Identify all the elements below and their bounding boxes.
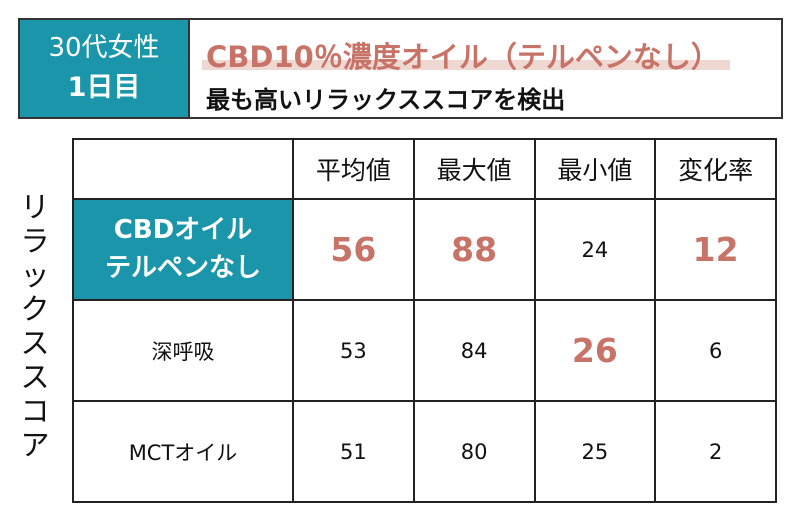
table-row: CBDオイル テルペンなし 56 88 24 12 — [72, 198, 777, 301]
value-cell: 88 — [412, 198, 536, 301]
value-cell: 80 — [412, 400, 536, 503]
page-subtitle: 最も高いリラックススコアを検出 — [206, 86, 566, 114]
row-name-line: テルペンなし — [104, 252, 261, 283]
table-row: 深呼吸 53 84 26 6 — [72, 299, 777, 402]
score-table: 平均値 最大値 最小値 変化率 CBDオイル テルペンなし 56 88 24 1… — [72, 138, 777, 503]
side-label-char: ク — [20, 292, 50, 326]
header-cell-change-rate: 変化率 — [654, 138, 777, 200]
side-label-char: ス — [20, 326, 50, 360]
value-cell: 26 — [533, 299, 657, 402]
subject-label: 30代女性 — [48, 32, 160, 63]
header-cell-average: 平均値 — [292, 138, 415, 200]
value-cell: 25 — [533, 400, 657, 503]
side-label-char: ッ — [20, 258, 50, 292]
row-name-deep-breathing: 深呼吸 — [72, 299, 294, 402]
table-header-row: 平均値 最大値 最小値 変化率 — [72, 138, 777, 200]
value-cell: 51 — [292, 400, 415, 503]
page-title: CBD10％濃度オイル（テルペンなし） — [202, 34, 730, 76]
side-label-char: ラ — [20, 224, 50, 258]
header-cell-empty — [72, 138, 294, 200]
value-cell: 12 — [654, 198, 777, 301]
subject-badge: 30代女性 1日目 — [20, 20, 188, 117]
header-box: 30代女性 1日目 CBD10％濃度オイル（テルペンなし） 最も高いリラックスス… — [18, 18, 783, 119]
value-cell: 6 — [654, 299, 777, 402]
row-name-line: CBDオイル — [113, 214, 253, 245]
day-label: 1日目 — [67, 71, 141, 103]
value-cell: 53 — [292, 299, 415, 402]
value-cell: 2 — [654, 400, 777, 503]
side-label-char: ス — [20, 360, 50, 394]
header-cell-max: 最大値 — [412, 138, 536, 200]
value-cell: 56 — [292, 198, 415, 301]
vertical-axis-label: リ ラ ッ ク ス ス コ ア — [14, 190, 56, 462]
row-name-mct-oil: MCTオイル — [72, 400, 294, 503]
value-cell: 84 — [412, 299, 536, 402]
row-name-cbd-oil: CBDオイル テルペンなし — [72, 198, 294, 301]
side-label-char: コ — [20, 394, 50, 428]
side-label-char: リ — [20, 190, 50, 224]
table-row: MCTオイル 51 80 25 2 — [72, 400, 777, 503]
title-highlight-bar — [202, 60, 730, 71]
header-cell-min: 最小値 — [533, 138, 657, 200]
value-cell: 24 — [533, 198, 657, 301]
side-label-char: ア — [20, 428, 50, 462]
page-title-text: CBD10％濃度オイル（テルペンなし） — [206, 40, 720, 74]
header-text: CBD10％濃度オイル（テルペンなし） 最も高いリラックススコアを検出 — [188, 20, 781, 117]
